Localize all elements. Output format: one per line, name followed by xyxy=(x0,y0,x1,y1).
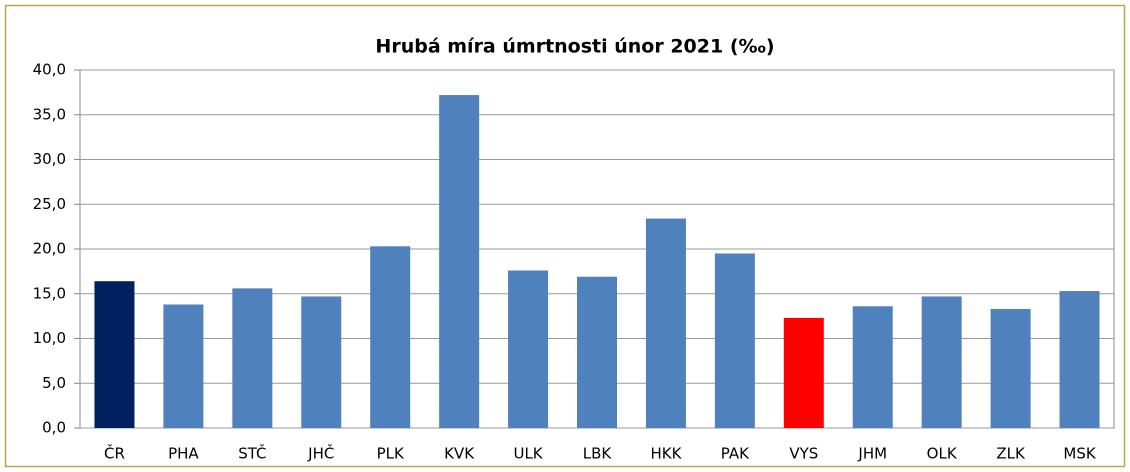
bar xyxy=(990,308,1031,428)
x-tick-label: HKK xyxy=(650,445,682,463)
x-tick-label: ULK xyxy=(513,445,543,463)
x-tick-label: OLK xyxy=(927,445,958,463)
x-tick-label: JHM xyxy=(857,445,887,463)
bar xyxy=(714,253,755,428)
bar xyxy=(370,246,411,428)
y-tick-label: 10,0 xyxy=(33,329,66,347)
x-tick-label: STČ xyxy=(238,444,266,463)
x-tick-label: LBK xyxy=(583,445,613,463)
x-tick-label: ČR xyxy=(104,444,125,463)
x-tick-label: ZLK xyxy=(996,445,1026,463)
x-tick-label: VYS xyxy=(789,445,818,463)
bar xyxy=(645,218,686,428)
bar xyxy=(163,304,204,428)
x-tick-label: JHČ xyxy=(307,444,334,463)
bar xyxy=(1059,291,1100,428)
bar xyxy=(852,306,893,428)
bar xyxy=(508,270,549,428)
x-tick-label: KVK xyxy=(444,445,475,463)
bar xyxy=(783,317,824,428)
x-tick-label: PHA xyxy=(168,445,199,463)
y-tick-label: 35,0 xyxy=(33,105,66,123)
bar xyxy=(232,288,273,428)
x-tick-label: MSK xyxy=(1063,445,1096,463)
y-tick-label: 20,0 xyxy=(33,240,66,258)
y-tick-label: 30,0 xyxy=(33,150,66,168)
y-tick-label: 25,0 xyxy=(33,195,66,213)
x-tick-label: PLK xyxy=(377,445,405,463)
y-tick-label: 15,0 xyxy=(33,284,66,302)
y-tick-label: 0,0 xyxy=(42,419,66,437)
bar xyxy=(301,296,342,428)
y-tick-label: 40,0 xyxy=(33,61,66,79)
bar xyxy=(439,95,480,428)
y-tick-label: 5,0 xyxy=(42,374,66,392)
chart-title: Hrubá míra úmrtnosti únor 2021 (‰) xyxy=(375,36,774,58)
x-tick-label: PAK xyxy=(721,445,750,463)
bar xyxy=(577,276,617,428)
bar xyxy=(921,296,962,428)
bar xyxy=(94,281,135,428)
